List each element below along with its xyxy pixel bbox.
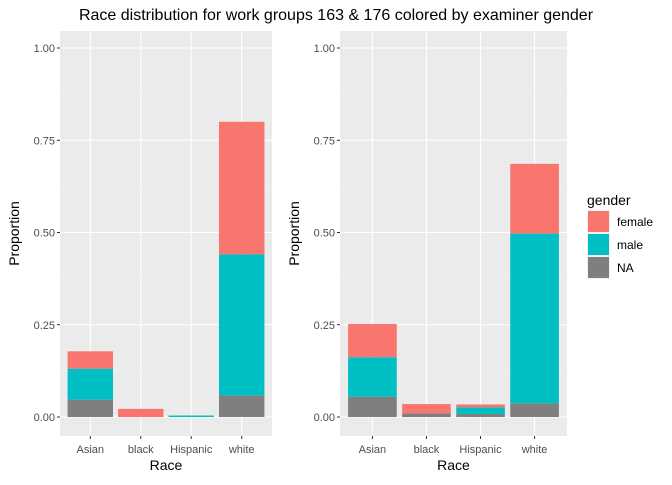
y-tick-label: 0.25 xyxy=(34,320,55,332)
bar-na-asian xyxy=(348,396,397,417)
bar-male-white xyxy=(219,254,265,396)
y-tick-label: 0.25 xyxy=(314,320,335,332)
bar-na-asian xyxy=(67,399,113,417)
bar-female-white xyxy=(510,163,559,234)
y-axis-title: Proportion xyxy=(286,201,302,266)
x-tick-label: Asian xyxy=(359,444,387,456)
y-tick-label: 0.75 xyxy=(314,135,335,147)
bar-na-white xyxy=(219,395,265,417)
x-tick-label: white xyxy=(521,444,548,456)
bar-female-asian xyxy=(67,351,113,369)
y-tick-label: 0.75 xyxy=(34,135,55,147)
y-tick-label: 0.00 xyxy=(34,412,55,424)
y-tick-label: 1.00 xyxy=(314,43,335,55)
legend-label-na: NA xyxy=(617,261,634,275)
y-axis-title: Proportion xyxy=(6,201,22,266)
x-tick-label: black xyxy=(128,444,154,456)
legend-swatch-female xyxy=(588,211,609,232)
chart-panel-2: 0.00 0.25 0.50 0.75 1.00 Asian black Hispanic wh… xyxy=(286,31,567,473)
bar-female-black xyxy=(402,404,451,414)
bar-male-white xyxy=(510,233,559,404)
legend-title: gender xyxy=(587,192,631,208)
legend-swatch-male xyxy=(588,234,609,255)
bar-na-hispanic xyxy=(456,414,505,417)
legend-label-female: female xyxy=(617,215,653,229)
bar-male-asian xyxy=(67,368,113,400)
bar-female-black xyxy=(118,408,164,417)
bar-male-hispanic xyxy=(456,407,505,415)
x-axis-title: Race xyxy=(150,457,183,473)
y-tick-label: 0.50 xyxy=(34,228,55,240)
bar-female-white xyxy=(219,121,265,255)
bar-female-hispanic xyxy=(456,404,505,408)
x-tick-label: Hispanic xyxy=(170,444,213,456)
chart-title: Race distribution for work groups 163 & … xyxy=(79,7,594,24)
legend: gender female male NA xyxy=(587,192,653,279)
chart-panel-1: 0.00 0.25 0.50 0.75 1.00 Asian black Hispanic wh… xyxy=(6,31,272,473)
y-tick-label: 1.00 xyxy=(34,43,55,55)
x-tick-label: black xyxy=(414,444,440,456)
y-tick-label: 0.00 xyxy=(314,412,335,424)
bar-female-asian xyxy=(348,324,397,358)
bar-male-asian xyxy=(348,357,397,397)
x-tick-label: Asian xyxy=(77,444,105,456)
bar-na-white xyxy=(510,403,559,417)
legend-label-male: male xyxy=(617,238,643,252)
x-tick-label: white xyxy=(228,444,255,456)
bar-male-hispanic xyxy=(168,415,214,417)
x-tick-label: Hispanic xyxy=(459,444,502,456)
x-axis-title: Race xyxy=(437,457,470,473)
legend-swatch-na xyxy=(588,257,609,278)
y-tick-label: 0.50 xyxy=(314,228,335,240)
bar-na-black xyxy=(402,413,451,417)
